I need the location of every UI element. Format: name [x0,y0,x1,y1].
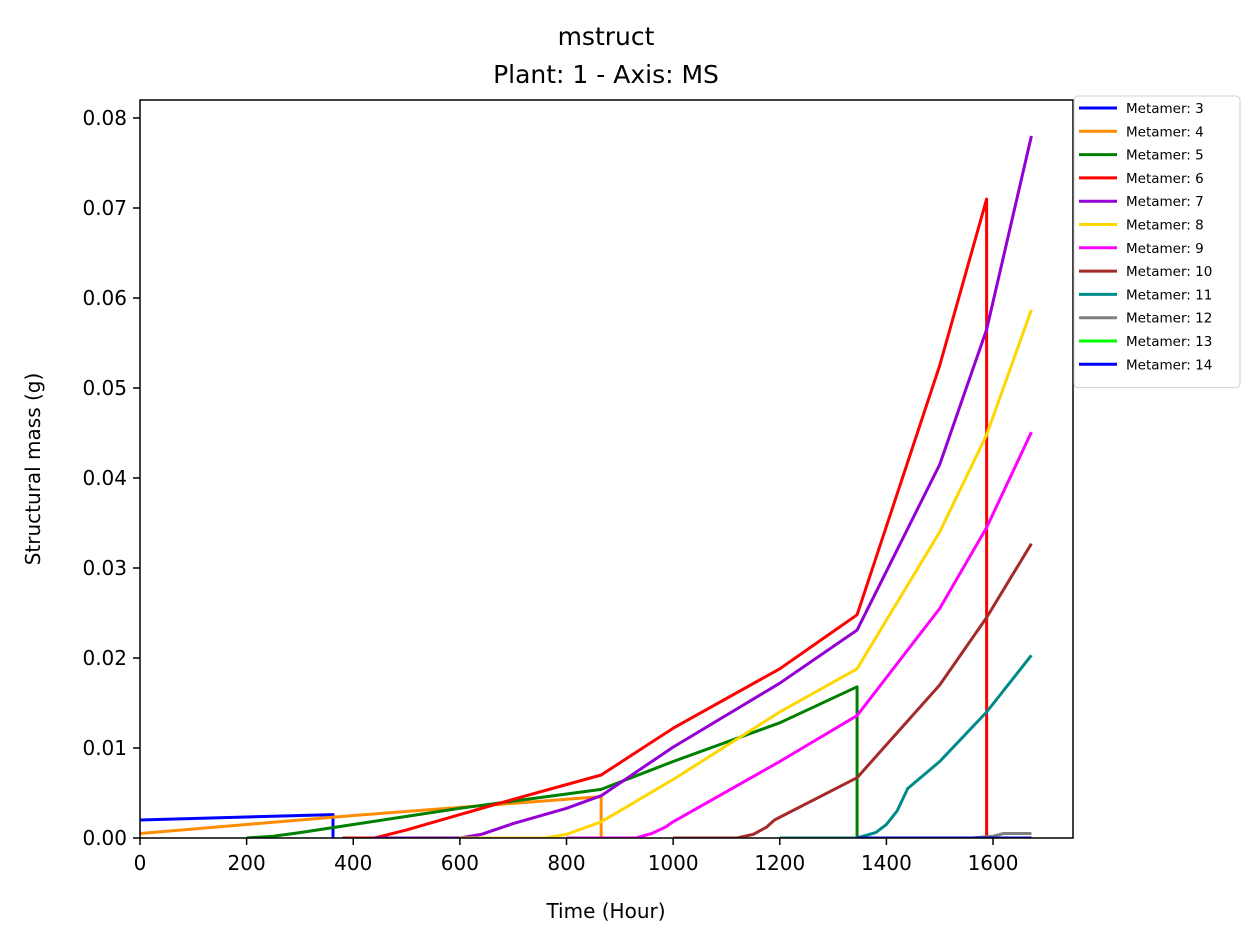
legend-label: Metamer: 13 [1126,334,1212,350]
legend-label: Metamer: 5 [1126,148,1204,164]
x-axis: 0 200 400 600 800 1000 1200 1400 1600 [134,838,1019,875]
series-line-4 [342,197,989,838]
y-tick-label: 0.02 [82,646,127,670]
series-line-9 [779,654,1033,838]
x-tick-label: 1400 [861,851,912,875]
y-tick-label: 0.04 [82,466,127,490]
x-tick-label: 0 [134,851,147,875]
y-tick-label: 0.05 [82,376,127,400]
plot-frame [139,99,1074,839]
legend-label: Metamer: 4 [1126,124,1204,140]
legend-label: Metamer: 3 [1126,101,1204,117]
legend-label: Metamer: 11 [1126,287,1212,303]
chart-subtitle: Plant: 1 - Axis: MS [493,60,719,89]
legend: Metamer: 3 Metamer: 4 Metamer: 5 Metamer: 6… [1073,95,1241,389]
x-tick-label: 1000 [648,851,699,875]
y-axis: 0.00 0.01 0.02 0.03 0.04 0.05 0.06 0.07 0.08 [82,106,140,850]
legend-label: Metamer: 8 [1126,218,1204,234]
y-tick-label: 0.01 [82,736,127,760]
legend-label: Metamer: 6 [1126,171,1204,187]
series-line-7 [566,431,1033,838]
series-line-8 [673,542,1033,838]
legend-label: Metamer: 7 [1126,194,1204,210]
x-tick-label: 800 [547,851,585,875]
series-line-5 [374,135,1033,838]
y-tick-label: 0.06 [82,286,127,310]
legend-box [1073,95,1241,389]
y-tick-label: 0.03 [82,556,127,580]
series-line-6 [459,309,1033,838]
y-tick-label: 0.00 [82,826,127,850]
y-tick-label: 0.07 [82,196,127,220]
x-tick-label: 1200 [754,851,805,875]
y-tick-label: 0.08 [82,106,127,130]
chart-title: mstruct [558,22,655,51]
legend-label: Metamer: 9 [1126,241,1204,257]
x-tick-label: 400 [334,851,372,875]
series-line-3 [246,685,859,838]
series-layer [140,135,1033,838]
y-axis-label: Structural mass (g) [21,373,45,566]
legend-label: Metamer: 10 [1126,264,1212,280]
x-tick-label: 1600 [968,851,1019,875]
series-line-1 [140,813,335,838]
series-line-2 [140,795,603,838]
x-axis-label: Time (Hour) [545,899,665,923]
x-tick-label: 600 [441,851,479,875]
legend-label: Metamer: 12 [1126,311,1212,327]
legend-label: Metamer: 14 [1126,357,1212,373]
x-tick-label: 200 [228,851,266,875]
